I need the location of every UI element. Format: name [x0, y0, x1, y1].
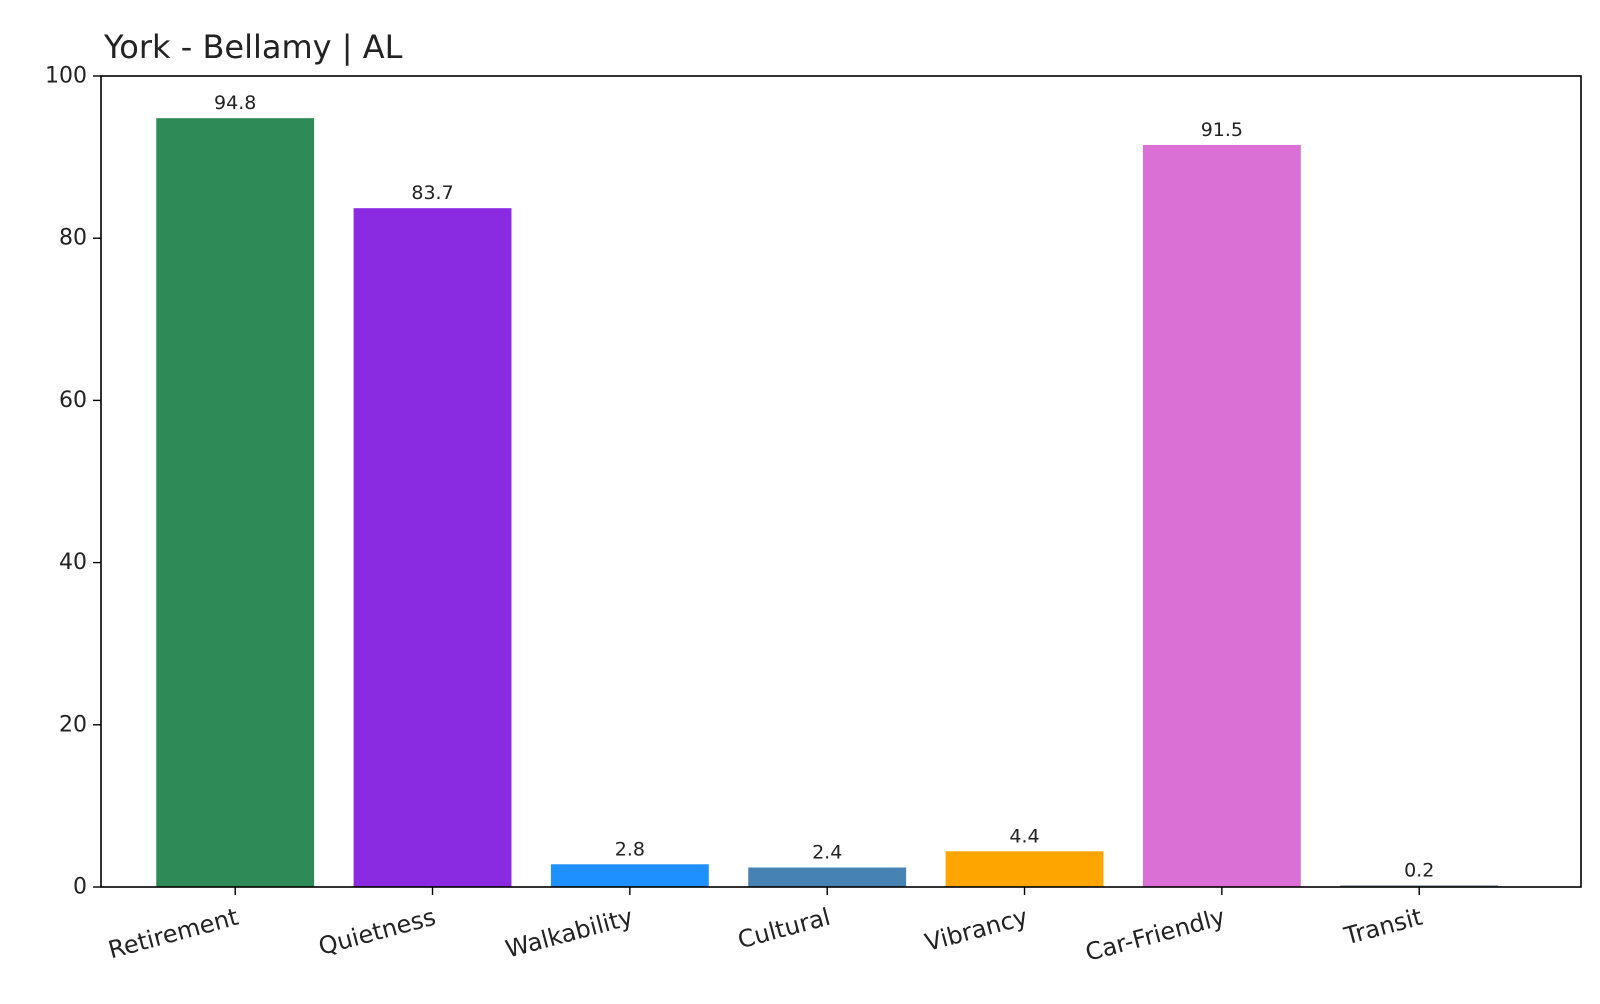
y-tick-label: 100	[45, 64, 87, 89]
y-tick-label: 0	[73, 875, 87, 900]
y-axis: 0 20 40 60 80 100	[45, 64, 101, 900]
x-tick-label: Cultural	[735, 903, 834, 955]
plot-frame	[100, 75, 1582, 888]
data-labels-layer: 94.8 83.7 2.8 2.4 4.4 91.5 0.2	[214, 92, 1434, 881]
data-label: 2.4	[812, 842, 842, 864]
x-tick-label: Transit	[1340, 903, 1425, 951]
x-tick-label: Walkability	[503, 903, 636, 964]
bar-car-friendly	[1142, 144, 1301, 887]
bar-retirement	[156, 118, 315, 888]
bar-walkability	[550, 864, 709, 887]
chart-title: York - Bellamy | AL	[103, 28, 403, 66]
data-label: 4.4	[1009, 825, 1039, 847]
data-label: 94.8	[214, 92, 256, 114]
x-axis: Retirement Quietness Walkability Cultural Vi…	[105, 887, 1425, 967]
bar-vibrancy	[945, 851, 1104, 887]
x-tick-label: Car-Friendly	[1082, 903, 1228, 967]
bar-transit	[1340, 885, 1499, 887]
y-tick-label: 20	[59, 712, 87, 737]
bars-layer	[156, 118, 1499, 888]
y-tick-label: 60	[59, 388, 87, 413]
x-tick-label: Retirement	[105, 903, 241, 965]
x-tick-label: Vibrancy	[922, 903, 1031, 957]
x-tick-label: Quietness	[316, 903, 439, 961]
y-tick-label: 80	[59, 226, 87, 251]
data-label: 91.5	[1201, 119, 1243, 141]
bar-cultural	[748, 867, 907, 887]
y-tick-label: 40	[59, 550, 87, 575]
data-label: 2.8	[615, 838, 645, 860]
bar-quietness	[353, 208, 512, 887]
data-label: 0.2	[1404, 859, 1434, 881]
data-label: 83.7	[411, 182, 453, 204]
